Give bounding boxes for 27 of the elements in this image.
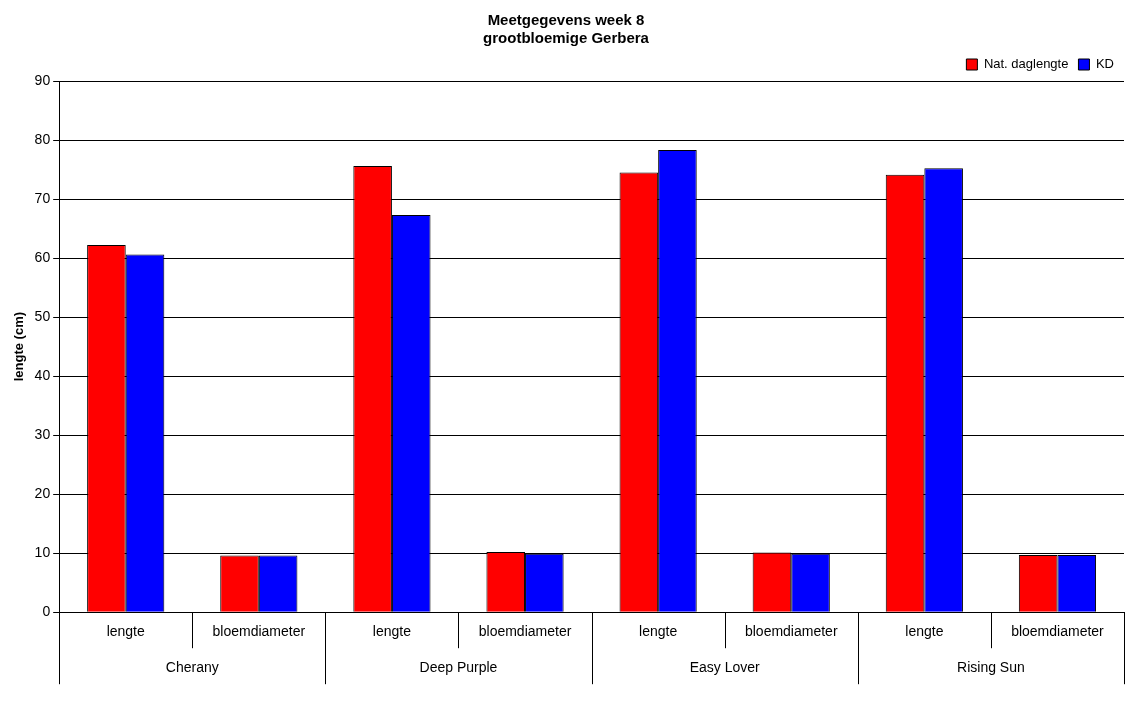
x-tick-label: lengte [905, 623, 944, 640]
text: Rising Sun [957, 659, 1025, 676]
y-tick-label: 0 [42, 603, 51, 620]
y-tick-label: 10 [34, 544, 51, 561]
text: Easy Lover [689, 659, 761, 676]
y-tick-label: 70 [34, 189, 51, 206]
legend-label: Nat. daglengte [983, 56, 1069, 72]
y-tick-label: 30 [34, 425, 51, 442]
x-tick-label: bloemdiameter [478, 623, 572, 640]
x-tick-label: bloemdiameter [744, 623, 838, 640]
y-tick-label: 20 [34, 485, 51, 502]
text: Cherany [165, 659, 219, 676]
y-tick-label: 50 [34, 307, 51, 324]
legend-label: KD [1095, 56, 1114, 72]
y-tick-label: 90 [34, 71, 51, 88]
x-tick-label: lengte [372, 623, 412, 640]
x-tick-label: lengte [639, 623, 678, 640]
text: Meetgegevens week 8 [487, 11, 645, 29]
text: grootbloemige Gerbera [483, 29, 649, 47]
y-tick-label: 60 [34, 248, 51, 265]
y-tick-label: 80 [34, 130, 51, 147]
text: Deep Purple [419, 659, 498, 676]
x-tick-label: bloemdiameter [212, 623, 306, 640]
x-tick-label: bloemdiameter [1011, 623, 1105, 640]
y-tick-label: 40 [34, 366, 51, 383]
y-axis-title: lengte (cm) [11, 311, 27, 382]
x-tick-label: lengte [106, 623, 145, 640]
